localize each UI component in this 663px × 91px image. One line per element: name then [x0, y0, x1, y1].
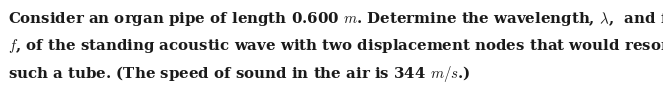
Text: Consider an organ pipe of length 0.600 $m$. Determine the wavelength, $\lambda$,: Consider an organ pipe of length 0.600 $… — [8, 10, 663, 28]
Text: $f$, of the standing acoustic wave with two displacement nodes that would resona: $f$, of the standing acoustic wave with … — [8, 37, 663, 55]
Text: such a tube. (The speed of sound in the air is 344 $m/s$.): such a tube. (The speed of sound in the … — [8, 64, 471, 84]
